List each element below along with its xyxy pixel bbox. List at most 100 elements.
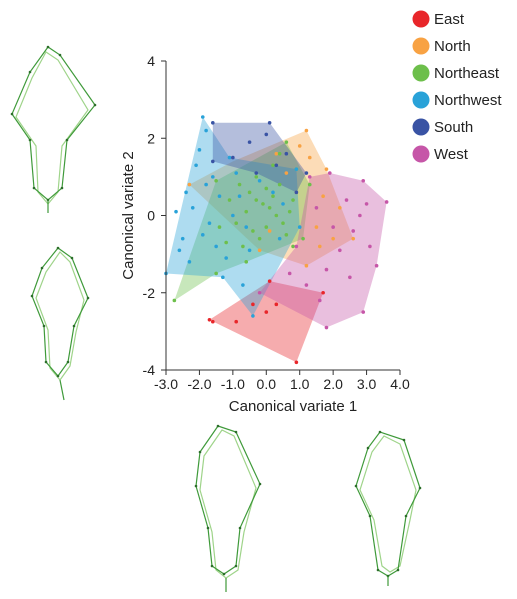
point-north [297, 144, 302, 148]
point-northeast [291, 198, 295, 202]
point-east [321, 290, 325, 295]
point-northwest [204, 182, 208, 187]
point-west [257, 290, 262, 295]
point-west [374, 263, 379, 268]
point-west [317, 298, 322, 303]
point-north [321, 194, 325, 198]
point-northwest [257, 178, 262, 183]
point-northwest [214, 244, 218, 249]
point-west [368, 244, 372, 249]
point-east [274, 302, 279, 307]
leaf-outline-mid-left [30, 246, 90, 401]
point-north [317, 244, 322, 249]
point-northeast [307, 182, 312, 187]
point-northwest [247, 248, 252, 253]
leaf-outline-bottom-center [194, 424, 262, 592]
point-northeast [257, 236, 262, 241]
point-east [207, 317, 212, 322]
point-west [328, 171, 332, 175]
hull-north [189, 130, 354, 266]
leaf-outline-bottom-right [354, 430, 422, 586]
point-northwest [190, 205, 195, 210]
point-northeast [214, 271, 218, 276]
point-northeast [217, 225, 222, 229]
x-tick-label: -1.0 [221, 376, 245, 392]
point-northwest [200, 115, 205, 119]
point-west [361, 310, 366, 314]
point-west [348, 275, 352, 280]
point-west [304, 283, 309, 287]
point-west [364, 202, 369, 206]
point-east [294, 360, 299, 365]
x-tick-label: 4.0 [390, 376, 410, 392]
point-northeast [254, 198, 259, 202]
x-tick-label: -3.0 [154, 376, 178, 392]
point-northwest [231, 213, 235, 218]
point-northwest [237, 194, 242, 198]
x-tick-label: 1.0 [290, 376, 310, 392]
point-northwest [294, 167, 299, 171]
y-tick-label: -2 [143, 285, 156, 301]
point-north [307, 155, 312, 160]
point-west [358, 213, 362, 218]
point-northeast [281, 221, 285, 226]
point-west [331, 225, 335, 229]
point-northeast [237, 182, 242, 187]
hull-northeast [174, 142, 310, 301]
point-northeast [291, 244, 295, 249]
point-northwest [207, 221, 212, 226]
point-northeast [277, 151, 282, 156]
point-south [247, 140, 252, 144]
point-northwest [277, 236, 282, 241]
point-northwest [221, 275, 225, 280]
point-northeast [234, 221, 238, 226]
point-north [314, 225, 319, 229]
legend-swatch-east [412, 10, 430, 28]
point-northwest [174, 209, 178, 214]
legend-label-south: South [434, 119, 473, 136]
point-northwest [224, 256, 228, 260]
point-northeast [274, 213, 279, 218]
point-south [294, 190, 299, 195]
point-north [274, 151, 279, 156]
y-tick-label: 0 [147, 208, 155, 224]
point-northwest [234, 171, 238, 175]
point-west [287, 271, 292, 276]
y-tick-label: -4 [143, 362, 156, 378]
point-south [254, 171, 259, 175]
point-northwest [177, 248, 182, 253]
point-northwest [281, 202, 285, 206]
axes: -3.0 -2.0 -1.0 0.0 1.0 2.0 3.0 4.0 -4 -2 0 2 4 Cano… [120, 53, 410, 415]
point-northwest [211, 175, 215, 179]
legend-swatch-northeast [412, 64, 430, 82]
point-northeast [264, 225, 269, 229]
data-points [164, 115, 389, 365]
point-south [264, 132, 269, 137]
legend-label-east: East [434, 11, 465, 28]
legend-swatch-west [412, 145, 430, 163]
point-west [338, 248, 342, 253]
hull-south [212, 122, 307, 193]
y-axis-ticks: -4 -2 0 2 4 [143, 53, 166, 378]
point-northwest [244, 225, 249, 229]
y-tick-label: 4 [147, 53, 155, 69]
point-east [267, 279, 272, 283]
point-east [264, 310, 269, 314]
legend: East North Northeast Northwest South West [412, 10, 502, 163]
point-northwest [271, 190, 275, 195]
point-north [284, 171, 289, 175]
point-east [211, 319, 215, 324]
point-south [231, 155, 235, 160]
point-north [304, 263, 309, 268]
point-north [304, 128, 309, 133]
legend-label-northeast: Northeast [434, 65, 500, 82]
x-axis-label: Canonical variate 1 [229, 398, 357, 415]
point-north [351, 236, 356, 241]
x-tick-label: 3.0 [357, 376, 377, 392]
point-northeast [247, 190, 252, 195]
hull-east [209, 281, 324, 363]
point-northeast [244, 209, 249, 214]
point-northeast [301, 236, 305, 241]
point-north [187, 182, 192, 187]
